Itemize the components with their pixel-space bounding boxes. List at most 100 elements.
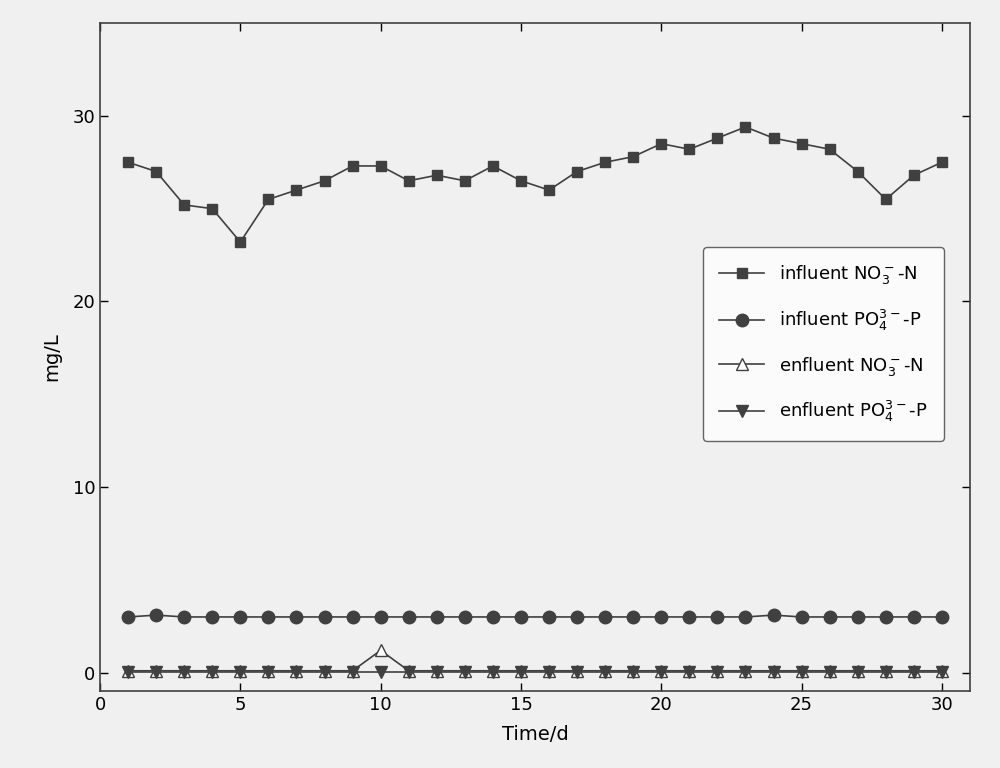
enfluent NO$_3^-$-N (936, 666, 948, 675)
influent NO$_3^-$-N (150, 167, 162, 176)
influent NO$_3^-$-N (599, 157, 611, 167)
enfluent PO$_4^{3-}$-P (515, 667, 527, 677)
influent NO$_3^-$-N (375, 161, 387, 170)
enfluent PO$_4^{3-}$-P (403, 667, 415, 677)
influent PO$_4^{3-}$-P (936, 612, 948, 621)
influent PO$_4^{3-}$-P (599, 612, 611, 621)
enfluent PO$_4^{3-}$-P (459, 667, 471, 677)
influent NO$_3^-$-N (543, 185, 555, 194)
enfluent NO$_3^-$-N (347, 666, 359, 675)
influent PO$_4^{3-}$-P (515, 612, 527, 621)
influent NO$_3^-$-N (711, 134, 723, 143)
enfluent PO$_4^{3-}$-P (262, 667, 274, 677)
influent NO$_3^-$-N (206, 204, 218, 214)
enfluent PO$_4^{3-}$-P (319, 667, 331, 677)
influent PO$_4^{3-}$-P (796, 612, 808, 621)
enfluent PO$_4^{3-}$-P (936, 667, 948, 677)
Y-axis label: mg/L: mg/L (42, 333, 61, 382)
influent NO$_3^-$-N (571, 167, 583, 176)
enfluent PO$_4^{3-}$-P (178, 667, 190, 677)
enfluent NO$_3^-$-N (431, 666, 443, 675)
enfluent PO$_4^{3-}$-P (347, 667, 359, 677)
enfluent PO$_4^{3-}$-P (571, 667, 583, 677)
influent NO$_3^-$-N (234, 237, 246, 247)
influent NO$_3^-$-N (459, 176, 471, 185)
enfluent NO$_3^-$-N (150, 666, 162, 675)
influent NO$_3^-$-N (262, 195, 274, 204)
enfluent NO$_3^-$-N (627, 666, 639, 675)
enfluent PO$_4^{3-}$-P (150, 667, 162, 677)
enfluent PO$_4^{3-}$-P (206, 667, 218, 677)
enfluent NO$_3^-$-N (852, 666, 864, 675)
influent NO$_3^-$-N (515, 176, 527, 185)
influent NO$_3^-$-N (852, 167, 864, 176)
influent PO$_4^{3-}$-P (262, 612, 274, 621)
enfluent NO$_3^-$-N (515, 666, 527, 675)
influent NO$_3^-$-N (627, 152, 639, 161)
influent PO$_4^{3-}$-P (290, 612, 302, 621)
enfluent PO$_4^{3-}$-P (375, 667, 387, 677)
influent PO$_4^{3-}$-P (824, 612, 836, 621)
enfluent NO$_3^-$-N (599, 666, 611, 675)
influent PO$_4^{3-}$-P (543, 612, 555, 621)
influent NO$_3^-$-N (487, 161, 499, 170)
influent NO$_3^-$-N (824, 144, 836, 154)
influent PO$_4^{3-}$-P (683, 612, 695, 621)
influent PO$_4^{3-}$-P (178, 612, 190, 621)
influent PO$_4^{3-}$-P (655, 612, 667, 621)
influent PO$_4^{3-}$-P (739, 612, 751, 621)
enfluent PO$_4^{3-}$-P (655, 667, 667, 677)
enfluent NO$_3^-$-N (262, 666, 274, 675)
enfluent PO$_4^{3-}$-P (852, 667, 864, 677)
enfluent NO$_3^-$-N (319, 666, 331, 675)
enfluent NO$_3^-$-N (459, 666, 471, 675)
influent PO$_4^{3-}$-P (768, 611, 780, 620)
influent PO$_4^{3-}$-P (880, 612, 892, 621)
influent NO$_3^-$-N (290, 185, 302, 194)
influent PO$_4^{3-}$-P (150, 611, 162, 620)
influent PO$_4^{3-}$-P (571, 612, 583, 621)
influent PO$_4^{3-}$-P (403, 612, 415, 621)
enfluent NO$_3^-$-N (234, 666, 246, 675)
enfluent NO$_3^-$-N (824, 666, 836, 675)
enfluent NO$_3^-$-N (403, 666, 415, 675)
influent NO$_3^-$-N (880, 195, 892, 204)
influent NO$_3^-$-N (908, 170, 920, 180)
influent PO$_4^{3-}$-P (487, 612, 499, 621)
enfluent NO$_3^-$-N (206, 666, 218, 675)
enfluent PO$_4^{3-}$-P (234, 667, 246, 677)
enfluent PO$_4^{3-}$-P (739, 667, 751, 677)
Line: enfluent NO$_3^-$-N: enfluent NO$_3^-$-N (122, 644, 948, 677)
enfluent PO$_4^{3-}$-P (824, 667, 836, 677)
enfluent PO$_4^{3-}$-P (796, 667, 808, 677)
enfluent NO$_3^-$-N (796, 666, 808, 675)
influent PO$_4^{3-}$-P (459, 612, 471, 621)
enfluent PO$_4^{3-}$-P (487, 667, 499, 677)
enfluent PO$_4^{3-}$-P (880, 667, 892, 677)
influent NO$_3^-$-N (768, 134, 780, 143)
enfluent PO$_4^{3-}$-P (431, 667, 443, 677)
enfluent PO$_4^{3-}$-P (768, 667, 780, 677)
influent NO$_3^-$-N (936, 157, 948, 167)
enfluent NO$_3^-$-N (880, 666, 892, 675)
influent NO$_3^-$-N (796, 139, 808, 148)
Line: influent NO$_3^-$-N: influent NO$_3^-$-N (123, 122, 947, 247)
influent PO$_4^{3-}$-P (431, 612, 443, 621)
influent NO$_3^-$-N (739, 122, 751, 131)
enfluent NO$_3^-$-N (543, 666, 555, 675)
enfluent NO$_3^-$-N (571, 666, 583, 675)
enfluent PO$_4^{3-}$-P (683, 667, 695, 677)
influent PO$_4^{3-}$-P (122, 612, 134, 621)
enfluent PO$_4^{3-}$-P (908, 667, 920, 677)
enfluent NO$_3^-$-N (178, 666, 190, 675)
influent PO$_4^{3-}$-P (908, 612, 920, 621)
influent PO$_4^{3-}$-P (319, 612, 331, 621)
influent PO$_4^{3-}$-P (206, 612, 218, 621)
enfluent NO$_3^-$-N (655, 666, 667, 675)
enfluent PO$_4^{3-}$-P (627, 667, 639, 677)
Line: influent PO$_4^{3-}$-P: influent PO$_4^{3-}$-P (122, 609, 948, 623)
influent PO$_4^{3-}$-P (711, 612, 723, 621)
enfluent PO$_4^{3-}$-P (599, 667, 611, 677)
influent NO$_3^-$-N (122, 157, 134, 167)
X-axis label: Time/d: Time/d (502, 725, 568, 744)
